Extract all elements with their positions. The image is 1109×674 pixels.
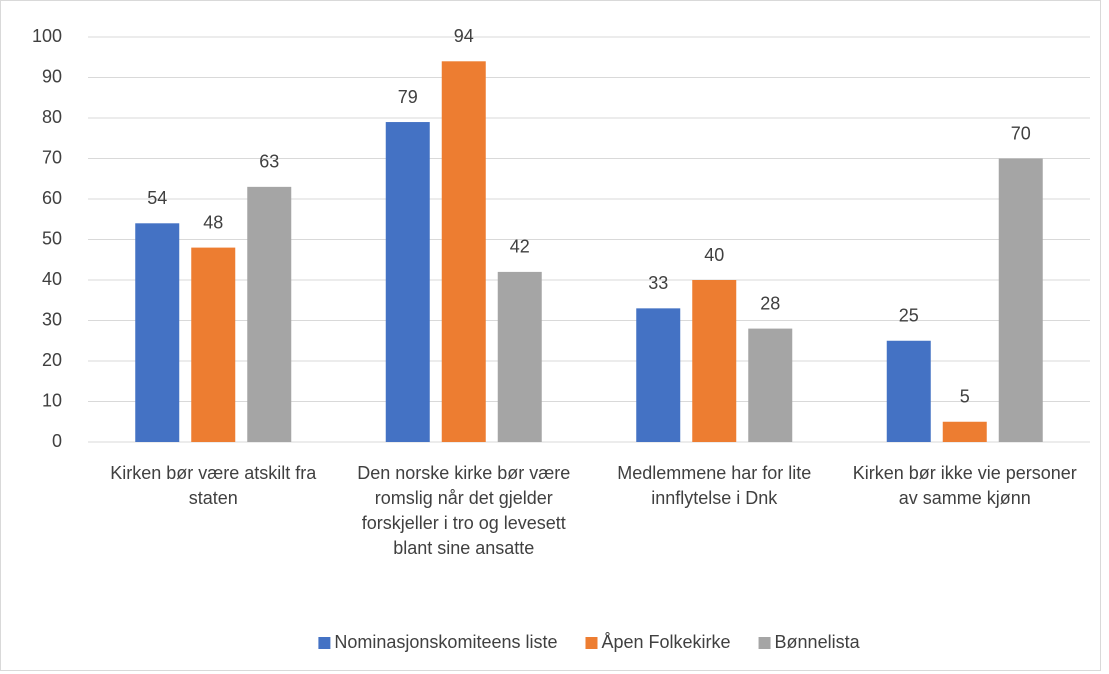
y-tick-label: 10 xyxy=(42,390,62,410)
legend-label: Nominasjonskomiteens liste xyxy=(334,632,557,652)
x-tick-label-line: Kirken bør ikke vie personer xyxy=(853,463,1077,483)
bar xyxy=(942,421,987,442)
x-tick-label-line: blant sine ansatte xyxy=(393,538,534,558)
data-label: 25 xyxy=(899,306,919,326)
data-label: 5 xyxy=(960,387,970,407)
y-tick-label: 20 xyxy=(42,350,62,370)
bar xyxy=(385,122,430,443)
bar xyxy=(636,308,681,442)
data-label: 40 xyxy=(704,245,724,265)
legend-swatch xyxy=(758,637,771,649)
x-tick-label: Den norske kirke bør være romslig når det… xyxy=(357,463,570,558)
data-label: 79 xyxy=(398,87,418,107)
bar xyxy=(497,271,542,442)
bar xyxy=(692,280,737,442)
x-tick-label-line: innflytelse i Dnk xyxy=(651,488,778,508)
y-tick-label: 30 xyxy=(42,309,62,329)
bar xyxy=(247,186,292,442)
y-tick-label: 50 xyxy=(42,228,62,248)
x-tick-label: Kirken bør ikke vie personer av samme kjø… xyxy=(853,463,1077,508)
x-tick-label-line: staten xyxy=(189,488,238,508)
legend-label: Bønnelista xyxy=(775,632,861,652)
bar xyxy=(886,340,931,442)
data-label: 63 xyxy=(259,152,279,172)
y-tick-label: 100 xyxy=(32,26,62,46)
x-tick-label-line: romslig når det gjelder xyxy=(375,488,553,508)
x-tick-label-line: forskjeller i tro og levesett xyxy=(362,513,566,533)
y-tick-label: 60 xyxy=(42,188,62,208)
y-tick-label: 70 xyxy=(42,147,62,167)
data-label: 28 xyxy=(760,293,780,313)
bar xyxy=(998,158,1043,442)
data-label: 42 xyxy=(510,237,530,257)
x-tick-label-line: Kirken bør være atskilt fra xyxy=(110,463,317,483)
x-tick-label-line: Medlemmene har for lite xyxy=(617,463,811,483)
y-tick-label: 80 xyxy=(42,107,62,127)
legend-swatch xyxy=(318,637,331,649)
legend-label: Åpen Folkekirke xyxy=(601,632,730,652)
x-tick-label-line: Den norske kirke bør være xyxy=(357,463,570,483)
x-tick-label-line: av samme kjønn xyxy=(899,488,1031,508)
legend-swatch xyxy=(585,637,598,649)
y-tick-label: 90 xyxy=(42,66,62,86)
data-label: 33 xyxy=(648,273,668,293)
data-label: 70 xyxy=(1011,123,1031,143)
y-tick-label: 0 xyxy=(52,431,62,451)
bar xyxy=(191,247,236,442)
bar xyxy=(748,328,793,442)
data-label: 54 xyxy=(147,188,167,208)
bar xyxy=(441,61,486,443)
x-tick-label: Kirken bør være atskilt fra staten xyxy=(110,463,317,508)
x-tick-label: Medlemmene har for lite innflytelse i Dnk xyxy=(617,463,811,508)
data-label: 94 xyxy=(454,26,474,46)
y-tick-label: 40 xyxy=(42,269,62,289)
data-label: 48 xyxy=(203,212,223,232)
bar xyxy=(135,223,180,442)
